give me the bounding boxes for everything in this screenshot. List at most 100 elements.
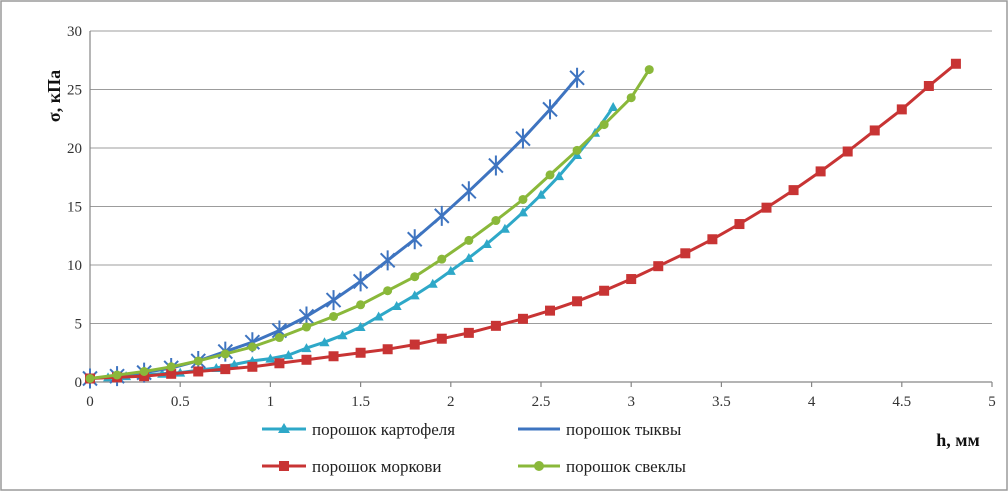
point-pumpkin-10 [352,271,369,292]
point-beet-0 [85,373,95,383]
legend-label-pumpkin: порошок тыквы [566,420,682,439]
point-potato-13 [319,337,330,347]
point-beet-16 [518,194,528,204]
y-tick-label-15: 15 [67,200,82,216]
axes [89,31,993,387]
x-tick-label-4: 4 [808,394,816,410]
point-carrot-28 [842,146,853,157]
point-potato-19 [427,278,438,288]
point-pumpkin-11 [379,250,396,271]
x-tick-label-2: 2 [447,394,455,410]
point-carrot-13 [436,333,447,344]
legend-label-potato: порошок картофеля [312,420,455,439]
point-potato-20 [445,265,456,275]
y-tick-label-0: 0 [75,375,83,391]
point-beet-14 [464,235,474,245]
series-line-carrot [89,62,957,380]
point-potato-15 [355,322,366,332]
point-carrot-10 [355,347,366,358]
series-potato [85,102,619,383]
point-carrot-27 [815,166,826,177]
point-carrot-2 [139,371,150,382]
point-beet-2 [139,366,149,376]
point-carrot-30 [896,104,907,115]
point-carrot-6 [247,361,258,372]
point-potato-24 [517,207,528,217]
point-beet-15 [491,216,501,226]
series-carrot [85,58,961,384]
point-potato-16 [373,311,384,321]
legend-item-pumpkin: порошок тыквы [518,420,682,439]
point-carrot-16 [517,313,528,324]
x-axis-label: h, мм [936,430,980,450]
point-carrot-7 [274,358,285,369]
point-carrot-24 [734,219,745,230]
point-carrot-4 [193,366,204,377]
point-beet-3 [166,362,176,372]
point-pumpkin-15 [488,155,504,176]
point-beet-1 [112,370,122,380]
point-beet-9 [329,311,339,321]
point-beet-6 [247,342,257,352]
point-carrot-3 [166,368,177,379]
legend-label-beet: порошок свеклы [566,457,686,476]
legend-marker-potato [278,423,290,433]
y-axis-label: σ, кПа [44,70,64,122]
y-tick-label-10: 10 [67,258,82,274]
x-tick-label-1.5: 1.5 [351,394,370,410]
series-line-beet [89,68,651,380]
series-group [82,58,961,389]
point-carrot-22 [680,248,691,259]
y-tick-label-5: 5 [75,317,83,333]
legend-marker-carrot [279,461,289,471]
tick-labels: 0 5 10 15 20 25 30 0 0.5 1 1.5 2 2.5 3 3.5 4 4.5 5 [67,24,996,410]
point-potato-17 [391,300,402,310]
point-carrot-11 [382,344,393,355]
point-potato-14 [337,330,348,340]
point-beet-8 [301,322,311,332]
point-carrot-15 [490,320,501,331]
point-beet-5 [220,349,230,359]
point-potato-29 [608,102,619,112]
point-beet-13 [437,254,447,264]
point-carrot-20 [626,274,637,285]
legend-item-carrot: порошок моркови [262,457,441,476]
point-beet-11 [383,286,393,296]
point-carrot-5 [220,364,231,375]
point-beet-21 [644,65,654,75]
y-tick-label-20: 20 [67,141,82,157]
point-beet-20 [626,93,636,103]
point-potato-18 [409,290,420,300]
point-potato-26 [554,171,565,181]
x-tick-label-0: 0 [86,394,94,410]
point-potato-25 [536,189,546,199]
point-beet-4 [193,356,203,366]
x-tick-label-2.5: 2.5 [532,394,551,410]
point-carrot-26 [788,185,799,196]
point-beet-12 [410,272,420,282]
x-tick-label-4.5: 4.5 [892,394,911,410]
point-pumpkin-17 [542,99,558,120]
series-beet [85,65,654,383]
point-carrot-32 [950,58,961,69]
point-carrot-17 [545,305,556,316]
legend: порошок картофеля порошок тыквы порошок … [262,420,686,476]
point-carrot-19 [599,285,610,296]
y-tick-label-25: 25 [67,83,82,99]
point-carrot-23 [707,234,718,245]
point-carrot-8 [301,354,312,365]
point-beet-7 [274,333,284,343]
point-carrot-25 [761,202,772,213]
point-carrot-9 [328,351,339,362]
x-tick-label-3: 3 [627,394,635,410]
x-tick-label-5: 5 [988,394,996,410]
point-carrot-21 [653,261,664,272]
point-potato-12 [301,343,312,353]
point-beet-18 [572,145,582,155]
point-potato-21 [463,252,474,262]
gridlines [90,30,992,324]
point-potato-10 [265,353,276,363]
point-beet-17 [545,170,555,180]
